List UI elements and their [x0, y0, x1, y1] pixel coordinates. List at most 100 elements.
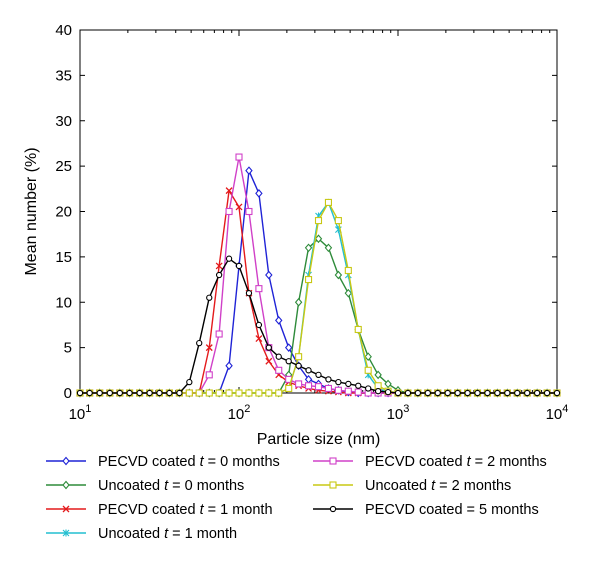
data-point	[215, 271, 223, 279]
data-point	[86, 389, 93, 397]
data-point	[245, 290, 253, 297]
legend: PECVD coated t = 0 months Uncoated t = 0 …	[46, 454, 547, 542]
data-point	[374, 388, 382, 395]
series-6	[76, 198, 561, 397]
data-point	[344, 288, 353, 298]
legend-marker	[62, 505, 70, 513]
data-point	[494, 389, 501, 397]
data-point	[136, 389, 143, 397]
y-tick-label: 10	[55, 294, 72, 311]
data-point	[324, 243, 333, 253]
data-point	[285, 384, 293, 393]
plot-frame	[79, 29, 558, 394]
data-point	[255, 335, 263, 343]
data-point	[215, 389, 223, 397]
data-point	[205, 389, 213, 397]
data-point	[295, 380, 303, 388]
data-point	[235, 262, 243, 270]
y-tick-label: 20	[55, 204, 72, 221]
data-point	[166, 389, 173, 397]
data-point	[176, 389, 183, 397]
series-line-5	[80, 156, 557, 394]
data-point	[76, 389, 84, 397]
data-point	[235, 389, 243, 397]
legend-marker	[329, 505, 337, 513]
data-point	[206, 294, 213, 301]
data-point	[464, 389, 471, 397]
series-5	[76, 153, 561, 397]
data-point	[235, 203, 243, 211]
data-point	[255, 321, 263, 329]
data-point	[195, 389, 203, 397]
series-line-2	[80, 238, 557, 394]
data-point	[205, 344, 213, 352]
y-axis-title: Mean number (%)	[23, 147, 40, 275]
data-point	[225, 361, 233, 371]
data-point	[156, 389, 163, 397]
data-point	[284, 343, 293, 352]
data-point	[454, 389, 461, 397]
legend-item-1: PECVD coated t = 0 months	[46, 454, 280, 470]
data-point	[225, 255, 233, 262]
data-point	[314, 217, 323, 225]
data-point	[444, 389, 451, 397]
legend-label: PECVD coated t = 0 months	[98, 454, 280, 470]
data-point	[265, 270, 273, 280]
series-line-4	[80, 201, 557, 394]
data-point	[434, 389, 441, 397]
data-point	[225, 207, 233, 216]
data-point	[364, 366, 372, 374]
data-point	[225, 187, 233, 195]
data-point	[304, 243, 313, 253]
legend-item-3: PECVD coated t = 1 month	[46, 502, 273, 518]
data-point	[185, 389, 193, 397]
data-point	[275, 316, 283, 325]
data-point	[374, 382, 382, 390]
data-point	[196, 339, 203, 347]
data-point	[275, 366, 283, 374]
data-point	[504, 389, 511, 397]
legend-label: Uncoated t = 2 months	[365, 478, 511, 494]
data-point	[96, 389, 103, 397]
legend-marker	[62, 480, 70, 490]
legend-marker	[62, 456, 70, 466]
data-point	[305, 367, 312, 374]
data-point	[335, 378, 342, 386]
data-point	[295, 353, 303, 361]
data-point	[315, 371, 322, 378]
y-tick-label: 15	[55, 249, 72, 266]
data-point	[414, 389, 422, 397]
data-point	[255, 189, 263, 198]
data-point	[295, 362, 302, 369]
data-point	[265, 344, 272, 351]
data-point	[355, 382, 362, 389]
data-point	[324, 384, 332, 393]
data-point	[424, 389, 431, 397]
data-point	[106, 389, 113, 397]
y-tick-label: 40	[55, 22, 72, 39]
data-point	[215, 262, 223, 270]
legend-item-7: PECVD coated = 5 months	[313, 502, 539, 518]
data-point	[245, 166, 253, 176]
data-point	[265, 389, 273, 397]
data-point	[116, 389, 123, 397]
legend-item-5: PECVD coated t = 2 months	[313, 454, 547, 470]
data-point	[404, 389, 412, 397]
y-tick-label: 30	[55, 113, 72, 130]
data-point	[364, 352, 372, 362]
x-axis-title: Particle size (nm)	[257, 431, 381, 448]
data-point	[235, 153, 243, 161]
data-point	[314, 383, 323, 391]
legend-marker	[329, 457, 337, 465]
data-point	[146, 389, 153, 397]
data-point	[126, 389, 133, 397]
series-4	[76, 198, 561, 397]
data-point	[275, 353, 282, 360]
data-point	[245, 207, 253, 216]
data-point	[186, 378, 193, 386]
x-tick-label: 104	[546, 403, 569, 423]
legend-label: Uncoated t = 1 month	[98, 526, 237, 542]
data-point	[533, 389, 541, 397]
data-point	[324, 198, 332, 206]
